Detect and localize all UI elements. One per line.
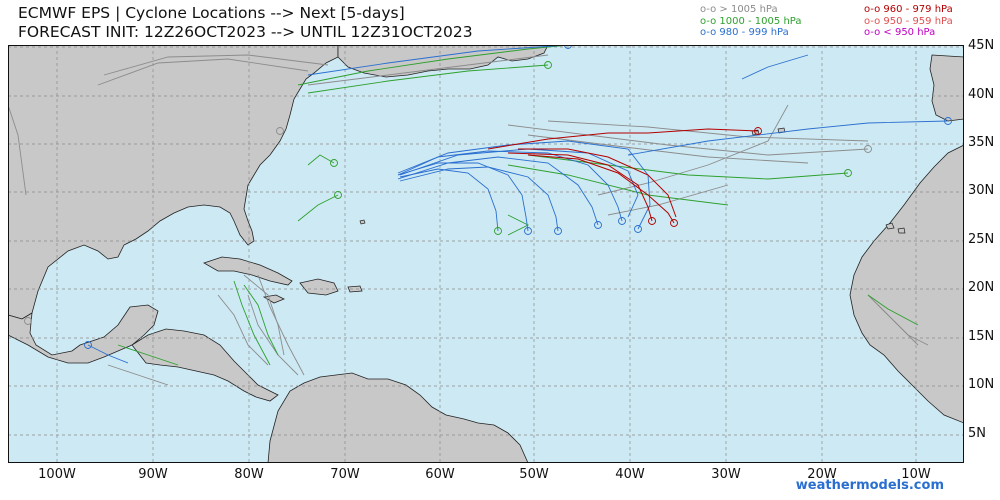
- land-central-america: [131, 328, 279, 402]
- land-south-america: [267, 372, 529, 463]
- legend-col-2: o-o 960 - 979 hPa o-o 950 - 959 hPa o-o …: [864, 4, 953, 39]
- credit-link[interactable]: weathermodels.com: [795, 478, 944, 493]
- land-iberia: [929, 54, 964, 122]
- land-north-america: [8, 45, 339, 320]
- lat-label-25n: 25N: [968, 232, 995, 247]
- lat-label-15n: 15N: [968, 329, 995, 344]
- chart-title: ECMWF EPS | Cyclone Locations --> Next […: [18, 4, 473, 42]
- legend-col-1: o-o > 1005 hPa o-o 1000 - 1005 hPa o-o 9…: [700, 4, 801, 39]
- lon-label-70w: 70W: [330, 467, 360, 482]
- lon-label-10w: 10W: [901, 467, 931, 482]
- map-frame: [8, 45, 964, 463]
- lon-label-30w: 30W: [711, 467, 741, 482]
- lon-label-20w: 20W: [807, 467, 837, 482]
- land-puerto-rico: [347, 285, 363, 293]
- land-hispaniola: [299, 278, 339, 296]
- title-line-2: FORECAST INIT: 12Z26OCT2023 --> UNTIL 12…: [18, 23, 473, 41]
- land-africa: [849, 144, 964, 424]
- legend-item-lt950: o-o < 950 hPa: [864, 27, 936, 38]
- legend-item-gt1005: o-o > 1005 hPa: [700, 4, 778, 15]
- legend-item-960-979: o-o 960 - 979 hPa: [864, 4, 953, 15]
- lon-label-80w: 80W: [234, 467, 264, 482]
- legend-item-1000-1005: o-o 1000 - 1005 hPa: [700, 15, 802, 27]
- lat-label-20n: 20N: [968, 280, 995, 295]
- tracks-blue: [87, 45, 949, 364]
- lat-label-10n: 10N: [968, 377, 995, 392]
- lat-lon-grid: [8, 45, 964, 463]
- lat-label-40n: 40N: [968, 87, 995, 102]
- land-canary-islands: [885, 222, 906, 234]
- lat-label-35n: 35N: [968, 135, 995, 150]
- legend-item-980-999: o-o 980 - 999 hPa: [700, 27, 789, 38]
- title-line-1: ECMWF EPS | Cyclone Locations --> Next […: [18, 4, 405, 22]
- lon-label-90w: 90W: [138, 467, 168, 482]
- lat-label-30n: 30N: [968, 183, 995, 198]
- land-bermuda: [359, 219, 366, 225]
- tracks-gray: [8, 54, 929, 386]
- lon-label-50w: 50W: [519, 467, 549, 482]
- track-endpoints: [24, 45, 952, 349]
- lat-label-5n: 5N: [968, 426, 986, 441]
- lon-label-60w: 60W: [425, 467, 455, 482]
- land-mexico: [8, 304, 159, 364]
- tracks-red: [487, 128, 759, 224]
- legend-item-950-959: o-o 950 - 959 hPa: [864, 15, 953, 27]
- lon-label-100w: 100W: [38, 467, 76, 482]
- cyclone-map: [8, 45, 964, 463]
- lat-label-45n: 45N: [968, 38, 995, 53]
- lon-label-40w: 40W: [615, 467, 645, 482]
- land-cuba: [203, 256, 293, 286]
